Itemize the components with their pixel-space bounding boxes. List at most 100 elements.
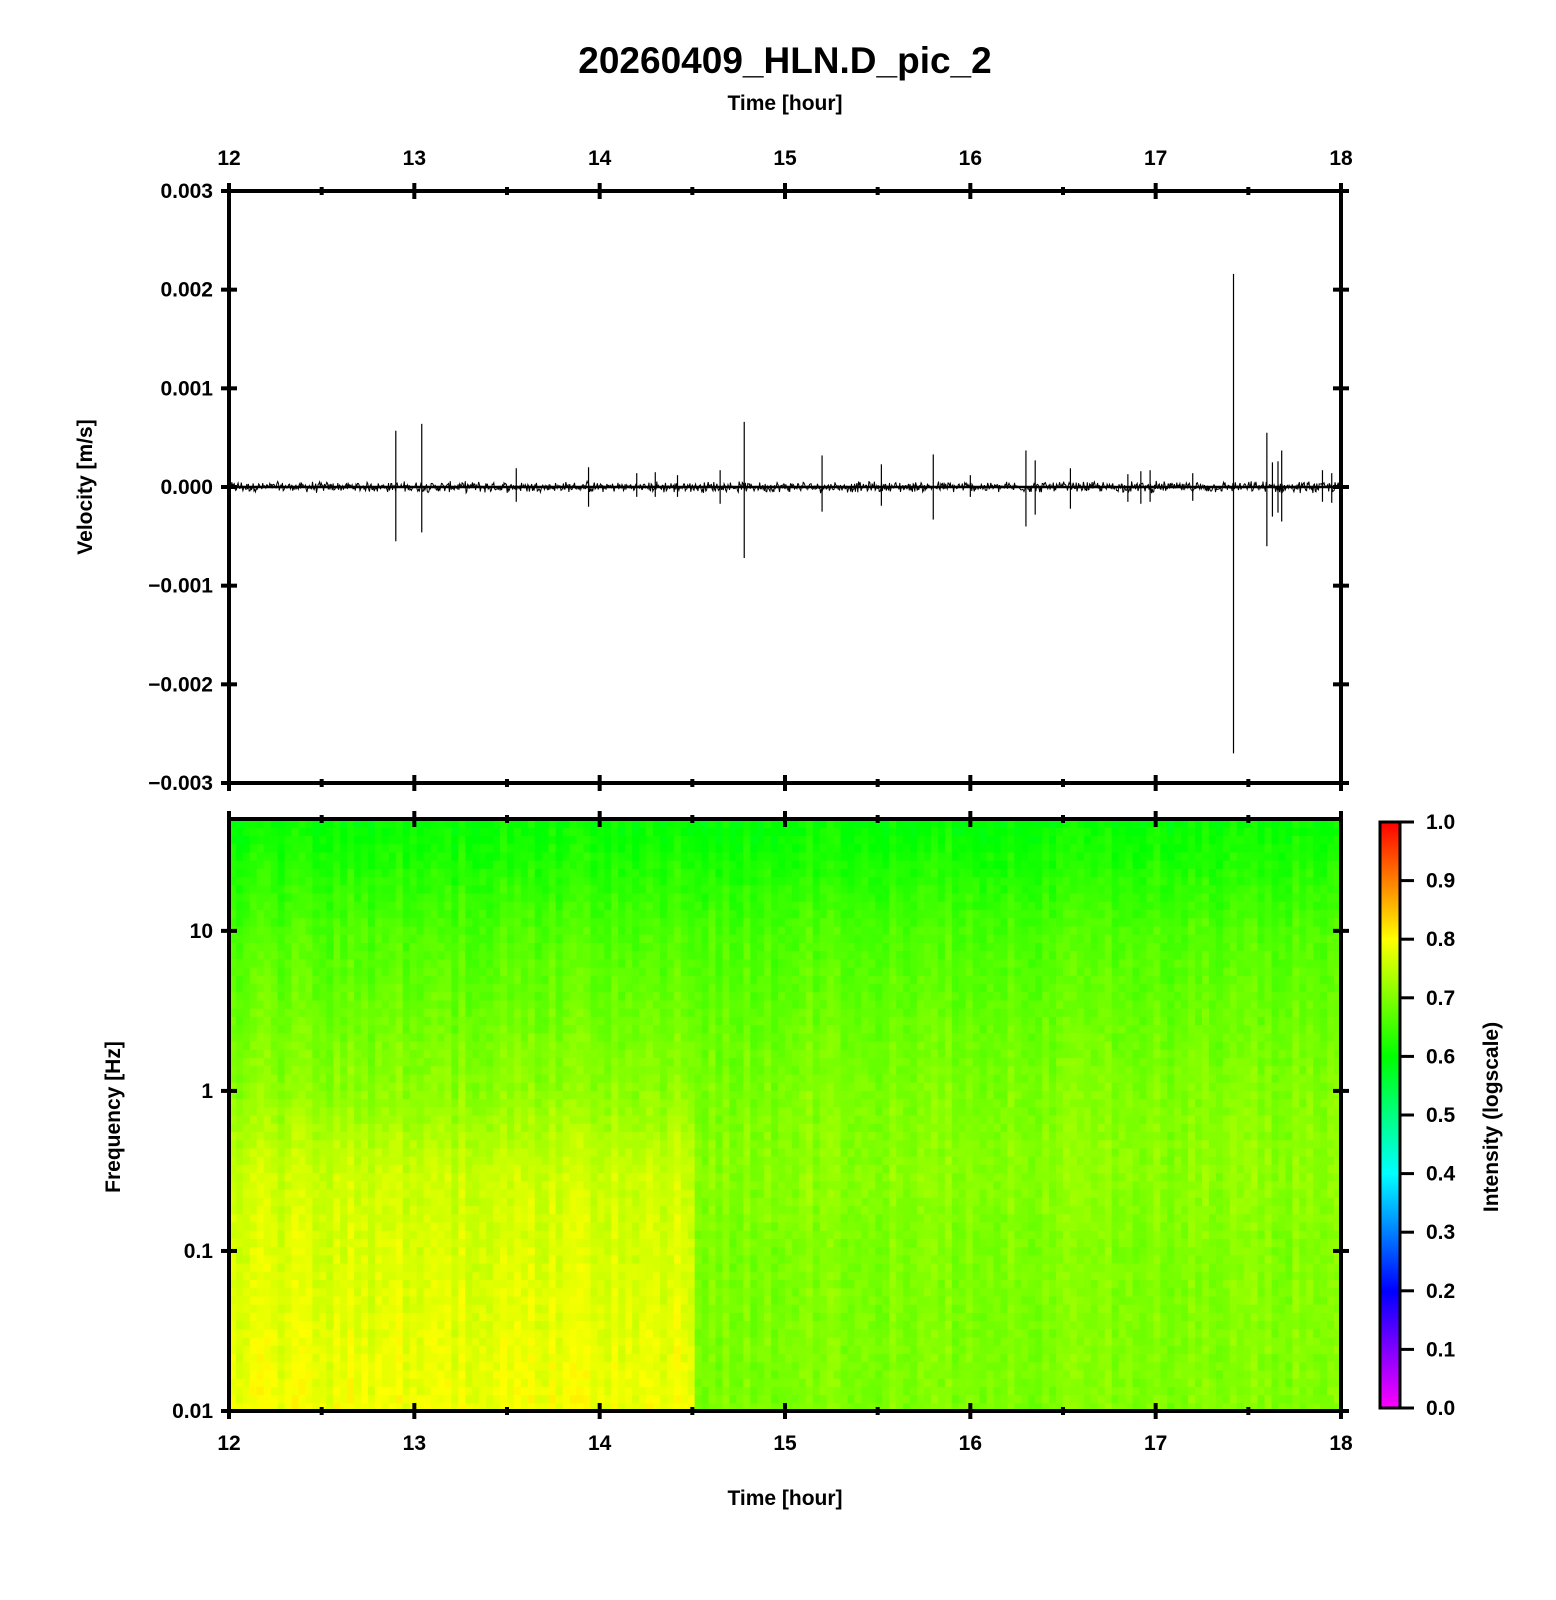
spectrogram-cell: [430, 876, 439, 886]
spectrogram-cell: [548, 967, 557, 976]
spectrogram-cell: [458, 1180, 466, 1190]
spectrogram-cell: [437, 1147, 446, 1157]
spectrogram-cell: [541, 1369, 550, 1379]
spectrogram-cell: [548, 975, 557, 985]
spectrogram-cell: [326, 1139, 334, 1149]
spectrogram-cell: [458, 1008, 466, 1017]
spectrogram-cell: [625, 1073, 633, 1083]
spectrogram-cell: [437, 934, 446, 943]
spectrogram-cell: [548, 934, 557, 943]
spectrogram-cell: [590, 983, 598, 993]
spectrogram-cell: [347, 1164, 355, 1174]
spectrogram-cell: [284, 901, 293, 911]
spectrogram-cell: [666, 1271, 675, 1281]
spectrogram-cell: [423, 1378, 432, 1387]
spectrogram-cell: [305, 827, 313, 837]
spectrogram-cell: [659, 1213, 668, 1223]
spectrogram-cell: [548, 1049, 557, 1059]
spectrogram-cell: [374, 1320, 383, 1330]
spectrogram-cell: [291, 1090, 300, 1100]
spectrogram-cell: [388, 901, 397, 911]
spectrogram-cell: [270, 1394, 279, 1404]
spectrogram-cell: [326, 1361, 334, 1371]
spectrogram-cell: [298, 1378, 307, 1387]
spectrogram-cell: [507, 1008, 515, 1017]
spectrogram-cell: [562, 1049, 571, 1059]
spectrogram-cell: [402, 1369, 411, 1379]
spectrogram-cell: [333, 868, 341, 878]
spectrogram-cell: [388, 1254, 397, 1264]
spectrogram-cell: [381, 1230, 390, 1239]
spectrogram-column: [548, 819, 557, 1410]
spectrogram-cell: [256, 851, 265, 861]
spectrogram-cell: [527, 1386, 536, 1396]
spectrogram-cell: [548, 1205, 557, 1215]
spectrogram-cell: [402, 1279, 411, 1289]
spectrogram-cell: [347, 1221, 355, 1231]
spectrogram-cell: [576, 925, 585, 935]
spectrogram-cell: [465, 950, 473, 960]
spectrogram-cell: [416, 819, 425, 828]
spectrogram-cell: [451, 1065, 459, 1075]
spectrogram-cell: [583, 934, 591, 943]
spectrogram-cell: [604, 1312, 612, 1322]
spectrogram-cell: [298, 1287, 307, 1297]
spectrogram-cell: [444, 1139, 452, 1149]
spectrogram-cell: [347, 1197, 355, 1207]
spectrogram-cell: [340, 1123, 348, 1133]
spectrogram-cell: [541, 1345, 550, 1355]
spectrogram-cell: [374, 1180, 383, 1190]
spectrogram-cell: [312, 1197, 320, 1207]
spectrogram-cell: [527, 1304, 536, 1313]
spectrogram-cell: [270, 835, 279, 845]
spectrogram-cell: [465, 1065, 473, 1075]
spectrogram-cell: [680, 1337, 689, 1346]
spectrogram-cell: [242, 1328, 251, 1338]
spectrogram-cell: [458, 1057, 466, 1067]
spectrogram-cell: [430, 925, 439, 935]
spectrogram-cell: [430, 1287, 439, 1297]
spectrogram-cell: [409, 950, 418, 960]
spectrogram-cell: [347, 967, 355, 976]
spectrogram-cell: [472, 1172, 480, 1182]
spectrogram-cell: [361, 1139, 369, 1149]
spectrogram-cell: [569, 819, 578, 828]
spectrogram-cell: [298, 1197, 307, 1207]
spectrogram-cell: [249, 1213, 258, 1223]
spectrogram-cell: [395, 1402, 404, 1410]
spectrogram-cell: [270, 1024, 279, 1034]
spectrogram-cell: [486, 909, 494, 919]
spectrogram-cell: [472, 1361, 480, 1371]
spectrogram-cell: [374, 819, 383, 828]
spectrogram-cell: [472, 942, 480, 952]
spectrogram-cell: [576, 901, 585, 911]
spectrogram-cell: [548, 1008, 557, 1017]
spectrogram-cell: [465, 1131, 473, 1141]
spectrogram-cell: [569, 1156, 578, 1165]
spectrogram-cell: [416, 999, 425, 1009]
spectrogram-cell: [486, 1065, 494, 1075]
spectrogram-cell: [687, 1402, 696, 1410]
spectrogram-cell: [562, 1287, 571, 1297]
spectrogram-cell: [611, 1197, 619, 1207]
spectrogram-cell: [507, 1164, 515, 1174]
spectrogram-cell: [242, 1378, 251, 1387]
spectrogram-cell: [527, 1172, 536, 1182]
spectrogram-cell: [486, 1337, 494, 1346]
spectrogram-cell: [527, 950, 536, 960]
spectrogram-cell: [652, 1032, 661, 1042]
spectrogram-cell: [235, 1205, 244, 1215]
spectrogram-cell: [242, 1016, 251, 1026]
spectrogram-cell: [541, 1139, 550, 1149]
spectrogram-cell: [340, 1345, 348, 1355]
spectrogram-cell: [263, 1123, 272, 1133]
spectrogram-cell: [249, 1016, 258, 1026]
spectrogram-cell: [604, 975, 612, 985]
spectrogram-cell: [430, 1386, 439, 1396]
spectrogram-cell: [673, 851, 682, 861]
spectrogram-cell: [562, 1041, 571, 1050]
spectrogram-cell: [569, 1073, 578, 1083]
spectrogram-cell: [541, 835, 550, 845]
spectrogram-cell: [555, 1024, 564, 1034]
spectrogram-cell: [451, 917, 459, 927]
